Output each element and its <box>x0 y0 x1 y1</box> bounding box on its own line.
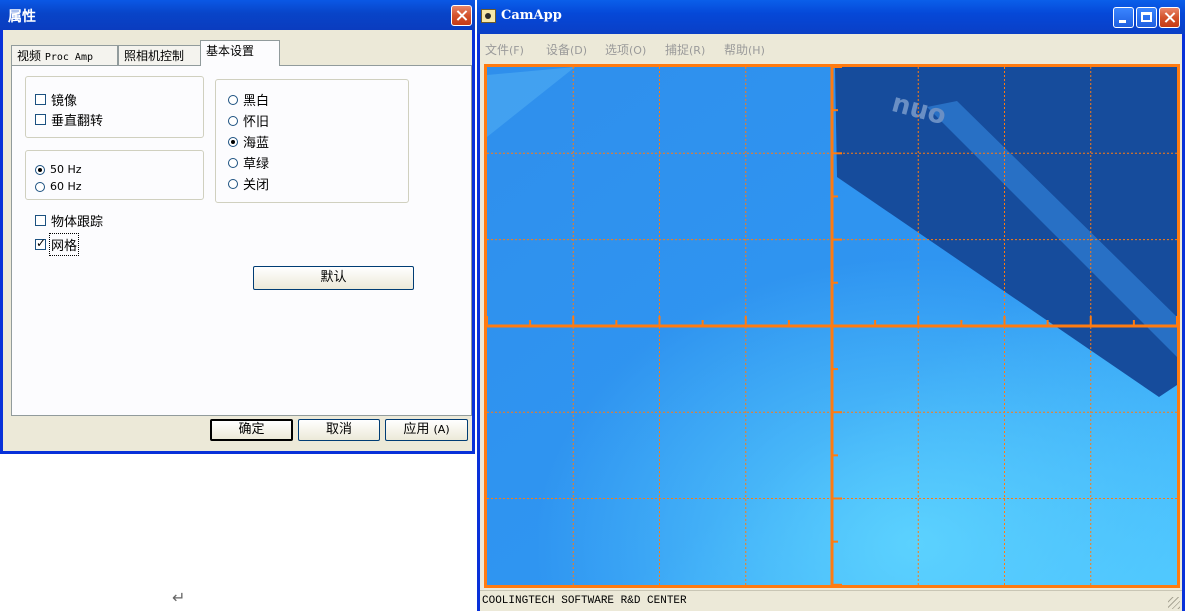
tab-label: 基本设置 <box>206 44 255 58</box>
object-tracking-checkbox[interactable]: 物体跟踪 <box>35 211 103 230</box>
object-tracking-check-box <box>35 215 46 226</box>
camapp-close-icon[interactable] <box>1159 7 1180 28</box>
vertical-flip-check-box <box>35 114 46 125</box>
color-radio-off-label: 关闭 <box>243 178 270 193</box>
menu-file-key: (F) <box>509 44 524 57</box>
menu-device-key: (D) <box>570 44 588 57</box>
camapp-title-bar[interactable]: CamApp <box>477 0 1185 34</box>
enter-key-icon: ↵ <box>172 588 186 607</box>
status-text: COOLINGTECH SOFTWARE R&D CENTER <box>482 595 687 607</box>
apply-button[interactable]: 应用 (A) <box>385 419 468 441</box>
color-radio-nostalgia-dot <box>228 115 238 126</box>
vertical-flip-label: 垂直翻转 <box>51 114 104 129</box>
radio-60hz-dot <box>35 181 45 192</box>
tab-camera-control[interactable]: 照相机控制 <box>118 45 202 65</box>
menu-capture-key: (R) <box>689 44 706 57</box>
menu-help[interactable]: 帮助(H) <box>724 41 765 58</box>
color-radio-nostalgia[interactable]: 怀旧 <box>228 111 269 130</box>
mirror-label: 镜像 <box>51 94 78 109</box>
radio-60hz-label: 60 Hz <box>50 180 82 193</box>
color-radio-grass-green-label: 草绿 <box>243 157 270 172</box>
tab-label-mono: Proc Amp <box>44 52 93 63</box>
apply-button-text: 应用 <box>403 422 430 437</box>
menu-file-label: 文件 <box>485 43 510 57</box>
video-object-highlight <box>927 101 1177 357</box>
camera-app-icon <box>481 9 496 23</box>
menu-options-label: 选项 <box>605 43 630 57</box>
video-dark-object <box>835 67 1177 397</box>
ok-button[interactable]: 确定 <box>210 419 293 441</box>
default-button[interactable]: 默认 <box>253 266 414 290</box>
menu-file[interactable]: 文件(F) <box>485 41 524 58</box>
camapp-window: CamApp 文件(F) 设备(D) 选项(O) 捕捉(R) 帮助(H) <box>477 0 1185 611</box>
menu-bar: 文件(F) 设备(D) 选项(O) 捕捉(R) 帮助(H) <box>480 34 1182 60</box>
grid-check-box <box>35 236 46 250</box>
dialog-title-bar[interactable]: 属性 <box>0 0 475 30</box>
cancel-button[interactable]: 取消 <box>298 419 380 441</box>
menu-device-label: 设备 <box>546 43 571 57</box>
menu-help-label: 帮助 <box>724 43 749 57</box>
menu-capture[interactable]: 捕捉(R) <box>665 41 705 58</box>
tab-page-basic-settings: 镜像 垂直翻转 50 Hz 60 Hz 物体跟踪 网格 黑白 <box>11 65 472 416</box>
dialog-title: 属性 <box>8 9 36 25</box>
radio-50hz-label: 50 Hz <box>50 163 82 176</box>
menu-help-key: (H) <box>748 44 765 57</box>
color-radio-sea-blue-dot <box>228 136 238 147</box>
mirror-checkbox[interactable]: 镜像 <box>35 90 77 109</box>
frequency-group <box>25 150 204 200</box>
video-preview[interactable]: onu <box>484 64 1180 588</box>
camapp-title: CamApp <box>501 8 562 23</box>
radio-50hz-dot <box>35 164 45 175</box>
video-object-left <box>487 67 575 137</box>
minimize-icon[interactable] <box>1113 7 1134 28</box>
menu-device[interactable]: 设备(D) <box>546 41 587 58</box>
color-radio-nostalgia-label: 怀旧 <box>243 115 270 130</box>
maximize-icon[interactable] <box>1136 7 1157 28</box>
tab-label-prefix: 视频 <box>17 49 45 63</box>
video-frame: onu <box>487 67 1177 585</box>
grid-label: 网格 <box>48 233 80 256</box>
tab-basic-settings[interactable]: 基本设置 <box>200 40 280 66</box>
radio-60hz[interactable]: 60 Hz <box>35 180 82 193</box>
color-radio-sea-blue-label: 海蓝 <box>243 136 270 151</box>
flip-group <box>25 76 204 138</box>
vertical-flip-checkbox[interactable]: 垂直翻转 <box>35 110 103 129</box>
tab-video-proc-amp[interactable]: 视频 Proc Amp <box>11 45 118 65</box>
properties-dialog: 属性 视频 Proc Amp 照相机控制 基本设置 镜像 垂直翻转 50 Hz <box>0 0 475 454</box>
color-radio-bw-label: 黑白 <box>243 94 270 109</box>
radio-50hz[interactable]: 50 Hz <box>35 163 82 176</box>
color-radio-off-dot <box>228 178 238 189</box>
resize-grip-icon[interactable] <box>1168 597 1180 609</box>
color-radio-grass-green-dot <box>228 157 238 168</box>
menu-capture-label: 捕捉 <box>665 43 690 57</box>
apply-button-key: (A) <box>433 423 450 436</box>
object-tracking-label: 物体跟踪 <box>51 215 104 230</box>
color-radio-bw-dot <box>228 94 238 105</box>
tab-label: 照相机控制 <box>124 49 185 63</box>
status-bar: COOLINGTECH SOFTWARE R&D CENTER <box>480 590 1182 611</box>
dialog-close-icon[interactable] <box>451 5 472 26</box>
menu-options[interactable]: 选项(O) <box>605 41 646 58</box>
color-radio-off[interactable]: 关闭 <box>228 174 269 193</box>
grid-checkbox[interactable]: 网格 <box>35 233 80 256</box>
grid-overlay <box>487 67 1177 585</box>
color-radio-grass-green[interactable]: 草绿 <box>228 153 269 172</box>
color-mode-group <box>215 79 409 203</box>
menu-options-key: (O) <box>629 44 647 57</box>
color-radio-bw[interactable]: 黑白 <box>228 90 269 109</box>
mirror-check-box <box>35 94 46 105</box>
color-radio-sea-blue[interactable]: 海蓝 <box>228 132 269 151</box>
